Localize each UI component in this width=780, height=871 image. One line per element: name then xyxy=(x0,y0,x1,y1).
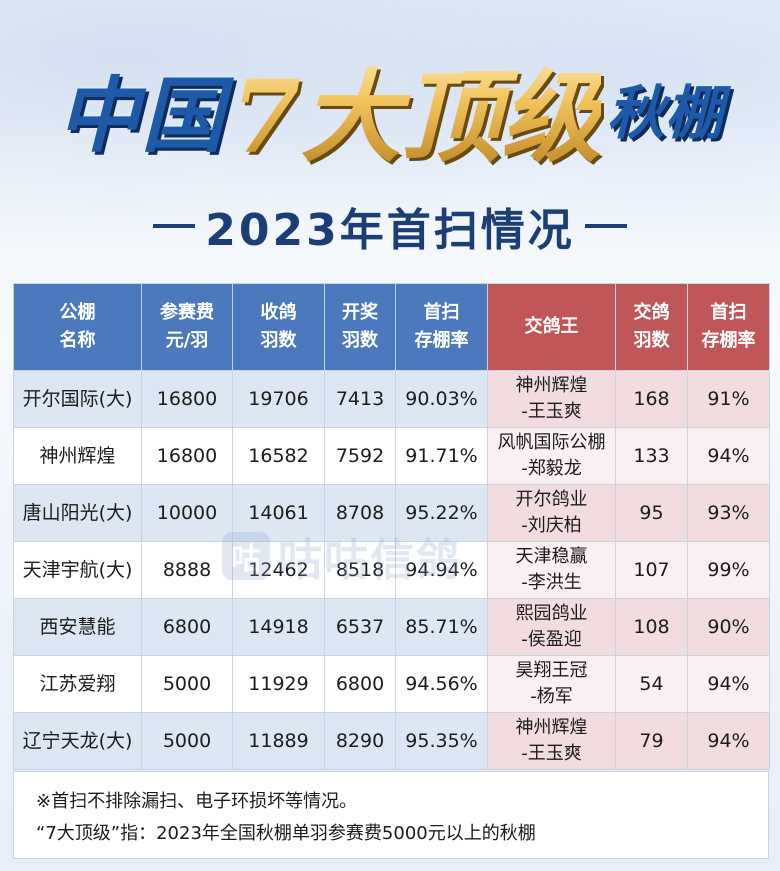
results-table-container: 公棚 名称 参赛费 元/羽 收鸽 羽数 开奖 羽数 首扫 存棚率 交鸽王 交鸽 羽数 首扫存… xyxy=(13,283,770,770)
watermark-text: 咕咕信鸽 xyxy=(278,535,462,586)
watermark: 咕 咕咕信鸽 xyxy=(222,524,462,588)
subtitle-text: 2023年首扫情况 xyxy=(205,205,575,256)
cell-rate2: 99% xyxy=(687,541,770,599)
subtitle-dash-right xyxy=(584,224,627,228)
header-king-rate: 首扫 存棚率 xyxy=(687,283,770,371)
cell-lottery: 7592 xyxy=(324,427,396,485)
cell-lottery: 8290 xyxy=(324,712,396,770)
header-lottery: 开奖 羽数 xyxy=(324,283,396,371)
cell-lottery: 6800 xyxy=(324,655,396,713)
cell-loft-name: 神州辉煌 xyxy=(13,427,142,485)
cell-count: 79 xyxy=(615,712,688,770)
table-header-row: 公棚 名称 参赛费 元/羽 收鸽 羽数 开奖 羽数 首扫 存棚率 交鸽王 交鸽 羽数 首扫存… xyxy=(13,283,770,371)
cell-rate: 95.35% xyxy=(395,712,488,770)
cell-loft-name: 开尔国际(大) xyxy=(13,370,142,428)
footnotes: ※首扫不排除漏扫、电子环损坏等情况。 “7大顶级”指：2023年全国秋棚单羽参赛… xyxy=(13,771,769,859)
cell-received: 14918 xyxy=(232,598,325,656)
cell-lottery: 7413 xyxy=(324,370,396,428)
cell-fee: 6800 xyxy=(141,598,233,656)
cell-king: 熙园鸽业 -侯盈迎 xyxy=(487,598,616,656)
cell-count: 107 xyxy=(615,541,688,599)
title-part-top7: 7大顶级 xyxy=(231,36,601,181)
cell-fee: 16800 xyxy=(141,427,233,485)
cell-king: 神州辉煌 -王玉爽 xyxy=(487,370,616,428)
header-submit-count: 交鸽 羽数 xyxy=(615,283,688,371)
table-row: 开尔国际(大) 16800 19706 7413 90.03% 神州辉煌 -王玉爽… xyxy=(13,370,770,428)
cell-count: 108 xyxy=(615,598,688,656)
header-loft-name: 公棚 名称 xyxy=(13,283,142,371)
table-row: 江苏爱翔 5000 11929 6800 94.56% 昊翔王冠 -杨军 54 9… xyxy=(13,655,770,713)
table-row: 唐山阳光(大) 10000 14061 8708 95.22% 开尔鸽业 -刘庆柏… xyxy=(13,484,770,542)
cell-loft-name: 江苏爱翔 xyxy=(13,655,142,713)
cell-fee: 5000 xyxy=(141,712,233,770)
cell-lottery: 8518 xyxy=(324,541,396,599)
table-row: 神州辉煌 16800 16582 7592 91.71% 风帆国际公棚 -郑毅龙 … xyxy=(13,427,770,485)
cell-rate2: 94% xyxy=(687,427,770,485)
cell-loft-name: 唐山阳光(大) xyxy=(13,484,142,542)
header-first-scan-rate: 首扫 存棚率 xyxy=(395,283,488,371)
cell-lottery: 8708 xyxy=(324,484,396,542)
page-subtitle: 2023年首扫情况 xyxy=(0,196,780,256)
background-decoration xyxy=(0,0,780,280)
cell-rate2: 94% xyxy=(687,712,770,770)
cell-king: 开尔鸽业 -刘庆柏 xyxy=(487,484,616,542)
page-title: 中国 7大顶级 秋棚 xyxy=(0,48,780,176)
cell-fee: 8888 xyxy=(141,541,233,599)
header-king-submitter: 交鸽王 xyxy=(487,283,616,371)
cell-received: 12462 xyxy=(232,541,325,599)
cell-rate: 91.71% xyxy=(395,427,488,485)
cell-king: 神州辉煌 -王玉爽 xyxy=(487,712,616,770)
cell-received: 16582 xyxy=(232,427,325,485)
watermark-logo-icon: 咕 xyxy=(222,532,270,580)
cell-rate: 95.22% xyxy=(395,484,488,542)
cell-king: 昊翔王冠 -杨军 xyxy=(487,655,616,713)
cell-rate: 90.03% xyxy=(395,370,488,428)
cell-loft-name: 西安慧能 xyxy=(13,598,142,656)
results-table: 公棚 名称 参赛费 元/羽 收鸽 羽数 开奖 羽数 首扫 存棚率 交鸽王 交鸽 羽数 首扫存… xyxy=(13,283,770,770)
cell-rate2: 90% xyxy=(687,598,770,656)
cell-fee: 5000 xyxy=(141,655,233,713)
cell-rate: 85.71% xyxy=(395,598,488,656)
cell-received: 14061 xyxy=(232,484,325,542)
table-row: 天津宇航(大) 8888 12462 8518 94.94% 天津稳赢 -李洪生 … xyxy=(13,541,770,599)
cell-count: 95 xyxy=(615,484,688,542)
cell-rate2: 93% xyxy=(687,484,770,542)
subtitle-dash-left xyxy=(153,224,196,228)
title-part-china: 中国 xyxy=(57,67,226,164)
cell-lottery: 6537 xyxy=(324,598,396,656)
cell-fee: 10000 xyxy=(141,484,233,542)
cell-king: 风帆国际公棚 -郑毅龙 xyxy=(487,427,616,485)
cell-rate2: 94% xyxy=(687,655,770,713)
footnote-line-1: ※首扫不排除漏扫、电子环损坏等情况。 xyxy=(36,791,358,812)
header-entry-fee: 参赛费 元/羽 xyxy=(141,283,233,371)
cell-king: 天津稳赢 -李洪生 xyxy=(487,541,616,599)
cell-received: 11889 xyxy=(232,712,325,770)
cell-rate2: 91% xyxy=(687,370,770,428)
cell-received: 19706 xyxy=(232,370,325,428)
cell-fee: 16800 xyxy=(141,370,233,428)
cell-rate: 94.56% xyxy=(395,655,488,713)
cell-received: 11929 xyxy=(232,655,325,713)
cell-rate: 94.94% xyxy=(395,541,488,599)
cell-count: 133 xyxy=(615,427,688,485)
cell-loft-name: 天津宇航(大) xyxy=(13,541,142,599)
header-received: 收鸽 羽数 xyxy=(232,283,325,371)
cell-count: 168 xyxy=(615,370,688,428)
cell-loft-name: 辽宁天龙(大) xyxy=(13,712,142,770)
table-row: 西安慧能 6800 14918 6537 85.71% 熙园鸽业 -侯盈迎 108… xyxy=(13,598,770,656)
cell-count: 54 xyxy=(615,655,688,713)
title-part-autumn: 秋棚 xyxy=(606,79,723,147)
table-row: 辽宁天龙(大) 5000 11889 8290 95.35% 神州辉煌 -王玉爽 … xyxy=(13,712,770,770)
footnote-line-2: “7大顶级”指：2023年全国秋棚单羽参赛费5000元以上的秋棚 xyxy=(36,823,536,844)
